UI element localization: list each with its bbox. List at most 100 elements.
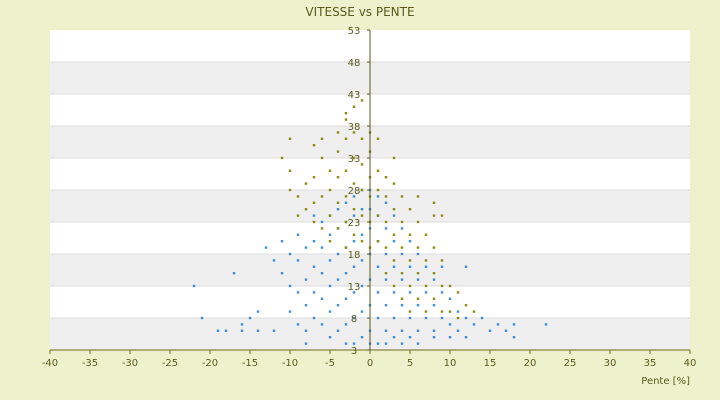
data-point [384, 220, 388, 224]
data-point [400, 278, 404, 281]
data-point [360, 259, 364, 262]
data-point [392, 156, 396, 160]
data-point [376, 316, 380, 320]
x-tick-label: -40 [42, 358, 58, 369]
data-point [336, 150, 340, 153]
data-point [384, 304, 388, 307]
data-point [416, 342, 420, 345]
data-point [416, 272, 420, 275]
data-point [456, 329, 460, 332]
data-point [360, 99, 364, 102]
data-point [440, 316, 444, 320]
x-axis-label: Pente [%] [641, 376, 690, 387]
data-point [360, 336, 364, 339]
data-point [392, 259, 396, 262]
data-point [472, 310, 476, 313]
data-point [304, 246, 308, 249]
data-point [320, 156, 324, 160]
data-point [328, 310, 332, 313]
data-point [376, 265, 380, 268]
y-axis-ticks: 53 48 43 38 33 28 23 18 13 8 3 [348, 26, 370, 357]
data-point [312, 240, 316, 243]
data-point [360, 188, 364, 192]
data-point [344, 272, 348, 275]
x-tick-label: 20 [524, 358, 537, 369]
data-point [200, 316, 204, 320]
x-tick-label: -10 [282, 358, 298, 369]
data-point [376, 342, 380, 345]
data-point [432, 336, 436, 339]
data-point [328, 240, 332, 243]
data-point [408, 310, 412, 313]
x-tick-label: -15 [242, 358, 258, 369]
data-point [376, 240, 380, 243]
data-point [304, 278, 308, 281]
x-tick-label: 10 [444, 358, 457, 369]
data-point [360, 214, 364, 217]
data-point [480, 316, 484, 320]
data-point [272, 329, 276, 332]
data-point [312, 265, 316, 268]
x-tick-label: -20 [202, 358, 218, 369]
data-point [392, 291, 396, 294]
data-point [320, 323, 324, 326]
data-point [392, 316, 396, 320]
data-point [416, 246, 420, 249]
data-point [328, 284, 332, 288]
data-point [400, 342, 404, 345]
data-point [336, 227, 340, 230]
data-point [408, 265, 412, 268]
data-point [376, 169, 380, 172]
data-point [352, 131, 356, 134]
data-point [336, 329, 340, 332]
data-point [440, 291, 444, 294]
data-point [416, 278, 420, 281]
y-tick-label: 38 [348, 122, 361, 133]
data-point [192, 284, 196, 288]
data-point [312, 214, 316, 217]
data-point [320, 220, 324, 224]
data-point [288, 188, 292, 192]
data-point [432, 297, 436, 300]
data-point [512, 323, 516, 326]
chart-title: VITESSE vs PENTE [305, 5, 414, 19]
data-point [424, 284, 428, 288]
data-point [320, 195, 324, 198]
data-point [344, 342, 348, 345]
data-point [496, 323, 500, 326]
data-point [448, 310, 452, 313]
data-point [432, 329, 436, 332]
data-point [352, 156, 356, 160]
data-point [384, 195, 388, 198]
data-point [344, 195, 348, 198]
data-point [408, 291, 412, 294]
data-point [352, 105, 356, 108]
y-tick-label: 23 [348, 218, 361, 229]
data-point [488, 329, 492, 332]
data-point [352, 182, 356, 185]
data-point [376, 188, 380, 192]
data-point [352, 291, 356, 294]
data-point [432, 201, 436, 204]
data-point [456, 316, 460, 320]
x-tick-label: -30 [122, 358, 138, 369]
data-point [416, 304, 420, 307]
data-point [384, 176, 388, 179]
data-point [400, 297, 404, 300]
data-point [336, 201, 340, 204]
data-point [408, 208, 412, 211]
data-point [392, 233, 396, 236]
data-point [392, 265, 396, 268]
data-point [384, 227, 388, 230]
data-point [296, 323, 300, 326]
data-point [424, 265, 428, 268]
data-point [384, 278, 388, 281]
y-tick-label: 48 [348, 58, 361, 69]
data-point [360, 233, 364, 236]
data-point [400, 272, 404, 275]
data-point [344, 297, 348, 300]
data-point [464, 316, 468, 320]
y-tick-label: 18 [348, 250, 361, 261]
data-point [352, 265, 356, 268]
